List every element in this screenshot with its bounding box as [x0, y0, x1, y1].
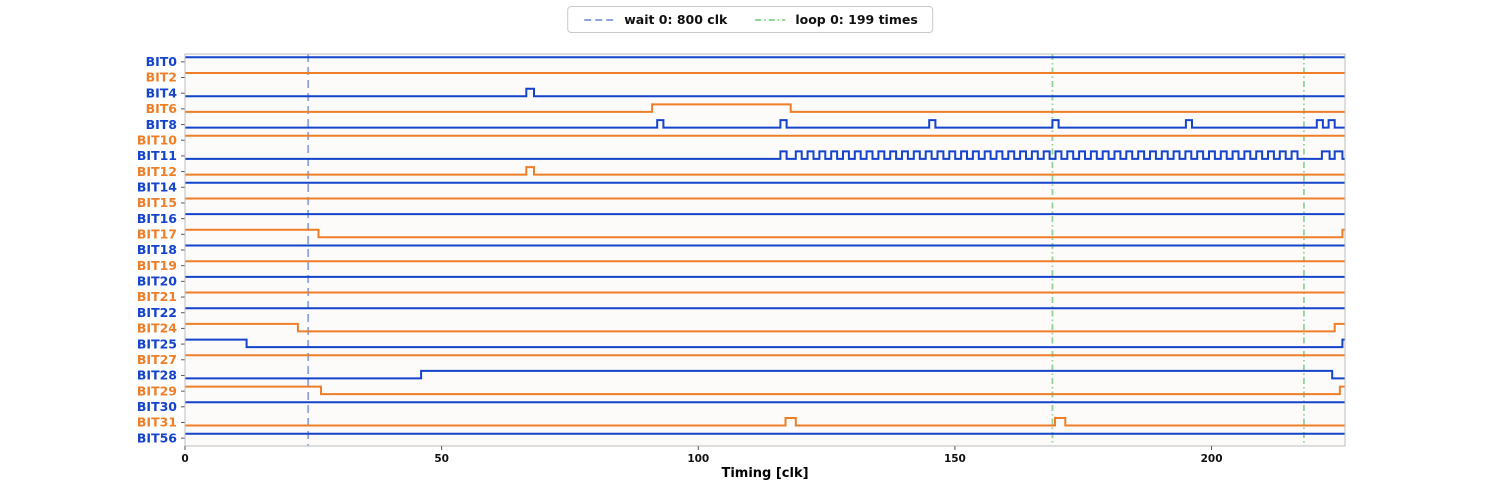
waveform-BIT25: [185, 338, 1345, 349]
wait-line-icon: [584, 18, 615, 21]
signal-label-BIT19: BIT19: [137, 258, 177, 273]
waveform-BIT28: [185, 369, 1345, 380]
waveform-BIT12: [185, 166, 1345, 176]
legend-label-wait: wait 0: 800 clk: [624, 12, 728, 27]
signal-label-BIT8: BIT8: [146, 117, 177, 132]
legend-label-loop: loop 0: 199 times: [795, 12, 918, 27]
waveform-BIT24: [185, 322, 1345, 333]
signal-label-BIT2: BIT2: [146, 70, 177, 85]
signal-label-BIT27: BIT27: [137, 352, 177, 367]
signal-label-BIT25: BIT25: [137, 336, 177, 351]
signal-label-BIT28: BIT28: [137, 368, 177, 383]
x-tick-label-50: 50: [434, 453, 449, 465]
x-tick-label-100: 100: [687, 453, 709, 465]
signal-label-BIT12: BIT12: [137, 164, 177, 179]
signal-label-BIT30: BIT30: [137, 399, 177, 414]
x-tick-label-150: 150: [944, 453, 966, 465]
signal-label-BIT17: BIT17: [137, 227, 177, 242]
signal-label-BIT16: BIT16: [137, 211, 177, 226]
plot-frame: [184, 53, 1346, 447]
signal-label-BIT24: BIT24: [137, 321, 177, 336]
signal-label-BIT15: BIT15: [137, 195, 177, 210]
signal-label-BIT31: BIT31: [137, 415, 177, 430]
signal-label-BIT56: BIT56: [137, 430, 177, 445]
signal-label-BIT22: BIT22: [137, 305, 177, 320]
plot-background: [185, 54, 1345, 446]
waveform-BIT4: [185, 87, 1345, 98]
waveform-BIT8: [185, 119, 1345, 129]
waveform-BIT11: [185, 150, 1345, 160]
signal-label-BIT20: BIT20: [137, 274, 177, 289]
x-tick-label-200: 200: [1201, 453, 1223, 465]
legend-item-wait: wait 0: 800 clk: [582, 12, 727, 27]
signal-label-BIT14: BIT14: [137, 179, 177, 194]
signal-label-BIT4: BIT4: [146, 85, 178, 100]
signal-label-BIT10: BIT10: [137, 132, 177, 147]
legend-item-loop: loop 0: 199 times: [753, 12, 918, 27]
signal-label-BIT21: BIT21: [137, 289, 177, 304]
waveform-BIT6: [185, 103, 1345, 113]
legend: wait 0: 800 clk loop 0: 199 times: [567, 6, 933, 33]
signal-label-BIT0: BIT0: [146, 54, 178, 69]
signal-label-BIT18: BIT18: [137, 242, 177, 257]
waveform-BIT31: [185, 417, 1345, 427]
loop-line-icon: [755, 18, 786, 21]
x-tick-label-0: 0: [181, 453, 188, 465]
signal-label-BIT11: BIT11: [137, 148, 177, 163]
waveform-BIT29: [185, 385, 1345, 396]
x-axis-label: Timing [clk]: [721, 466, 809, 481]
signal-label-BIT6: BIT6: [146, 101, 178, 116]
signal-label-BIT29: BIT29: [137, 383, 177, 398]
waveform-BIT17: [185, 228, 1345, 239]
